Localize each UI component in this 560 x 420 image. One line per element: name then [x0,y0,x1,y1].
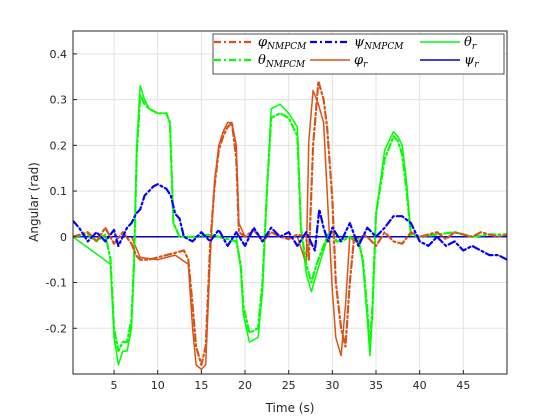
x-axis-label: Time (s) [265,401,315,415]
legend-label-2: θNMPCM [258,53,306,70]
y-tick-label: 0.4 [50,48,68,61]
y-tick-label: -0.2 [46,322,67,335]
legend: φNMPCM ψNMPCM θr θNMPCM φr ψr [212,33,505,75]
legend-label-3: ψNMPCM [354,35,404,52]
legend-label-4: φr [354,53,368,70]
legend-label-6: ψr [464,53,479,70]
plot-area [73,31,507,374]
y-axis-label: Angular (rad) [27,162,41,242]
x-tick-label: 10 [151,379,165,392]
x-tick-label: 35 [369,379,383,392]
y-tick-label: 0.3 [50,94,68,107]
series-line-1 [73,80,507,366]
x-tick-label: 20 [238,379,252,392]
x-tick-label: 30 [325,379,339,392]
x-tick-label: 5 [111,379,118,392]
y-tick-label: 0 [60,231,67,244]
x-axis-ticks: 5 10 15 20 25 30 35 40 45 [111,370,470,392]
series-line-3 [73,183,507,261]
legend-label-1: φNMPCM [258,35,307,52]
y-axis-ticks: -0.2 -0.1 0 0.1 0.2 0.3 0.4 [46,48,77,335]
y-tick-label: 0.2 [50,139,68,152]
x-tick-label: 25 [282,379,296,392]
series-line-4 [73,89,507,371]
x-tick-label: 15 [194,379,208,392]
y-tick-label: -0.1 [46,277,67,290]
y-tick-label: 0.1 [50,185,68,198]
legend-box [212,33,505,75]
series-layer [73,80,507,371]
x-tick-label: 40 [413,379,427,392]
series-line-2 [73,93,507,353]
axes-box [72,30,508,375]
legend-label-5: θr [464,35,477,52]
x-tick-label: 45 [456,379,470,392]
